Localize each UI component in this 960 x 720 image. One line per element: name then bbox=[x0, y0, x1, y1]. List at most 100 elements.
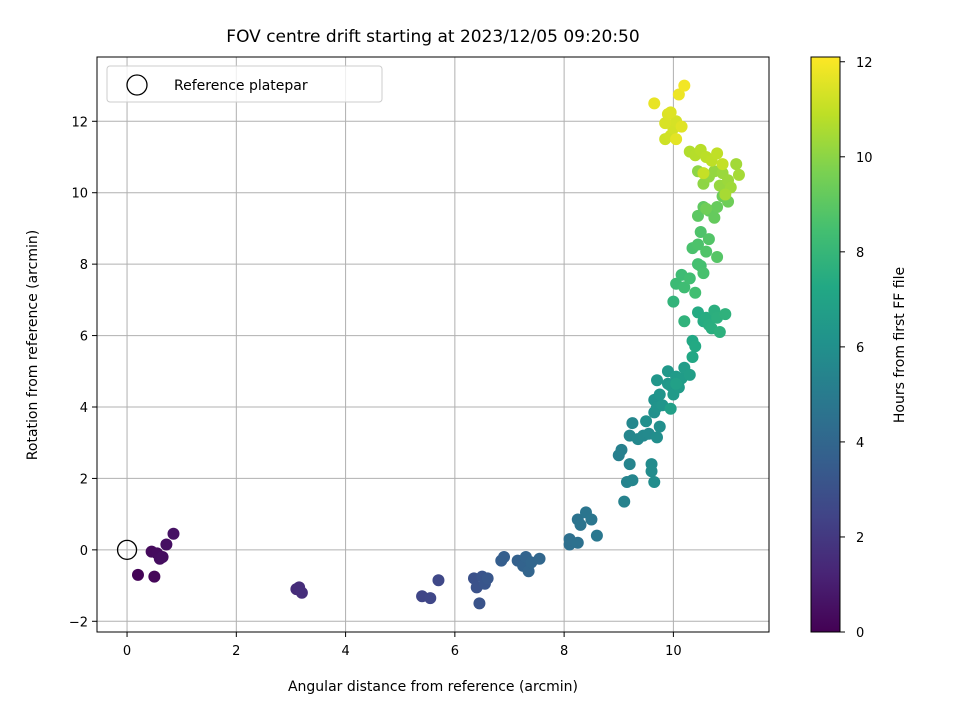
data-point bbox=[156, 551, 169, 563]
data-point bbox=[167, 527, 180, 540]
data-point bbox=[615, 443, 628, 456]
data-point bbox=[667, 295, 680, 308]
y-axis-label: Rotation from reference (arcmin) bbox=[25, 230, 41, 460]
data-point bbox=[700, 245, 713, 258]
data-point bbox=[694, 226, 707, 238]
y-tick-label: 0 bbox=[80, 544, 88, 559]
data-point bbox=[585, 513, 598, 526]
data-point bbox=[295, 586, 308, 599]
data-point bbox=[590, 529, 603, 542]
data-point bbox=[711, 251, 724, 263]
data-point bbox=[678, 281, 691, 294]
data-point bbox=[131, 568, 144, 581]
data-point bbox=[691, 209, 704, 222]
data-point bbox=[678, 79, 691, 92]
axis-ticks: 0 2 4 6 8 10 −2 0 2 4 6 8 10 12 bbox=[69, 115, 682, 659]
x-tick-label: 6 bbox=[451, 644, 459, 659]
data-point bbox=[672, 88, 685, 101]
data-point bbox=[473, 597, 486, 610]
y-tick-label: 4 bbox=[80, 401, 88, 416]
data-point bbox=[691, 238, 704, 251]
data-point bbox=[651, 431, 663, 444]
data-point bbox=[678, 315, 691, 328]
data-point bbox=[640, 415, 653, 428]
x-axis-label: Angular distance from reference (arcmin) bbox=[288, 679, 578, 695]
legend-box bbox=[106, 65, 383, 103]
data-point bbox=[716, 158, 729, 171]
data-point bbox=[623, 458, 636, 471]
colorbar-tick-label: 10 bbox=[856, 151, 873, 166]
data-point bbox=[533, 552, 546, 565]
data-point bbox=[645, 465, 658, 478]
data-point bbox=[689, 286, 702, 299]
data-point bbox=[732, 168, 745, 181]
data-point bbox=[618, 495, 631, 508]
colorbar-gradient bbox=[810, 56, 841, 633]
reference-platepar-marker bbox=[116, 539, 138, 561]
y-tick-label: 10 bbox=[71, 187, 88, 202]
colorbar-tick-label: 8 bbox=[856, 246, 864, 261]
colorbar-tick-label: 12 bbox=[856, 56, 873, 71]
data-point bbox=[626, 474, 639, 487]
data-point bbox=[648, 476, 661, 488]
data-point bbox=[648, 97, 661, 110]
x-tick-label: 8 bbox=[560, 644, 568, 659]
data-point bbox=[670, 133, 683, 146]
colorbar-ticks: 0 2 4 6 8 10 12 bbox=[840, 56, 873, 641]
colorbar-label: Hours from first FF file bbox=[892, 267, 908, 423]
y-tick-label: 2 bbox=[80, 472, 88, 487]
data-point bbox=[711, 147, 724, 160]
data-point bbox=[432, 574, 445, 587]
data-point bbox=[160, 538, 173, 551]
data-point bbox=[675, 120, 688, 133]
data-point bbox=[711, 201, 724, 213]
data-point bbox=[653, 420, 666, 433]
legend: Reference platepar bbox=[106, 65, 383, 103]
data-point bbox=[424, 592, 437, 605]
data-point bbox=[498, 551, 511, 563]
colorbar-tick-label: 0 bbox=[856, 626, 864, 641]
data-points bbox=[116, 79, 745, 610]
data-point bbox=[683, 368, 696, 381]
data-point bbox=[686, 351, 699, 363]
data-point bbox=[148, 570, 161, 583]
data-point bbox=[730, 158, 743, 171]
y-tick-label: −2 bbox=[69, 615, 88, 630]
data-point bbox=[664, 402, 677, 415]
x-tick-label: 10 bbox=[665, 644, 682, 659]
data-point bbox=[697, 167, 710, 180]
y-tick-label: 8 bbox=[80, 258, 88, 273]
data-point bbox=[697, 267, 710, 280]
data-point bbox=[670, 377, 683, 390]
colorbar-tick-label: 6 bbox=[856, 341, 864, 356]
data-point bbox=[626, 417, 639, 430]
x-tick-label: 4 bbox=[341, 644, 349, 659]
data-point bbox=[700, 202, 713, 215]
x-tick-label: 0 bbox=[123, 644, 131, 659]
data-point bbox=[571, 536, 584, 549]
data-point bbox=[664, 106, 677, 119]
data-point bbox=[689, 340, 702, 353]
data-point bbox=[481, 572, 494, 585]
data-point bbox=[651, 374, 663, 387]
legend-marker-reference bbox=[126, 74, 148, 96]
data-point bbox=[653, 388, 666, 401]
data-point bbox=[713, 326, 726, 338]
data-point bbox=[708, 211, 721, 224]
data-point bbox=[719, 308, 732, 321]
x-tick-label: 2 bbox=[232, 644, 240, 659]
chart-title: FOV centre drift starting at 2023/12/05 … bbox=[226, 27, 639, 47]
plot-frame bbox=[96, 56, 770, 633]
y-tick-label: 12 bbox=[71, 115, 88, 130]
data-point bbox=[683, 272, 696, 285]
legend-label-reference: Reference platepar bbox=[174, 78, 308, 94]
y-tick-label: 6 bbox=[80, 330, 88, 345]
colorbar: 0 2 4 6 8 10 12 Hours from first FF file bbox=[810, 56, 908, 641]
data-point bbox=[719, 188, 732, 201]
data-point bbox=[574, 518, 587, 531]
data-point bbox=[702, 233, 715, 246]
colorbar-tick-label: 2 bbox=[856, 531, 864, 546]
grid bbox=[97, 57, 769, 632]
colorbar-tick-label: 4 bbox=[856, 436, 864, 451]
